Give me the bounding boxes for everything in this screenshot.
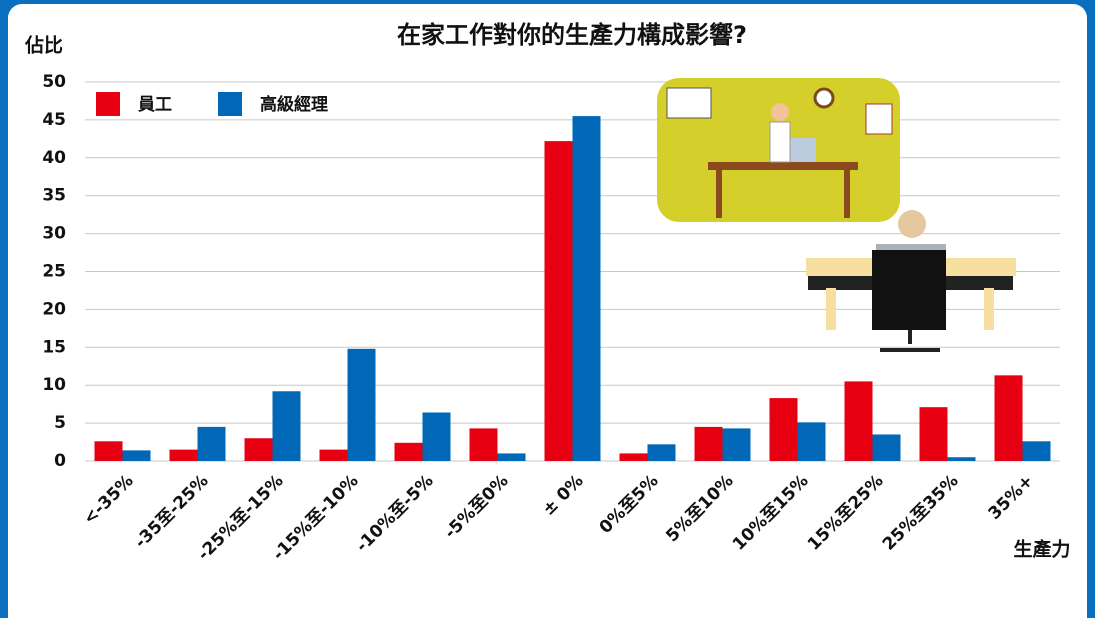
chart-title: 在家工作對你的生產力構成影響? xyxy=(397,21,747,49)
clock xyxy=(815,89,833,107)
bar xyxy=(798,422,826,461)
bar xyxy=(648,444,676,461)
bar xyxy=(845,381,873,461)
bar xyxy=(470,428,498,461)
bar xyxy=(770,398,798,461)
bar xyxy=(348,349,376,461)
bar xyxy=(873,434,901,461)
bar xyxy=(123,450,151,461)
bar xyxy=(545,141,573,461)
bar xyxy=(423,412,451,461)
y-tick-label: 20 xyxy=(42,299,66,319)
bar xyxy=(498,453,526,461)
bar xyxy=(620,453,648,461)
bar xyxy=(995,375,1023,461)
front-desk-leg xyxy=(984,288,994,330)
calendar xyxy=(866,104,892,134)
bookshelf xyxy=(667,88,711,118)
y-tick-label: 35 xyxy=(42,186,66,206)
y-axis-label: 佔比 xyxy=(24,34,63,57)
bar xyxy=(695,427,723,461)
front-desk-leg xyxy=(826,288,836,330)
bar xyxy=(273,391,301,461)
bar xyxy=(948,457,976,461)
bar xyxy=(245,438,273,461)
chart: 在家工作對你的生產力構成影響? 佔比 生產力 0 5 10 15 20 25 30 35 40 4… xyxy=(0,0,1095,618)
bar xyxy=(723,428,751,461)
desk xyxy=(708,162,858,170)
bar xyxy=(320,450,348,461)
chair xyxy=(872,250,946,330)
bar xyxy=(395,443,423,461)
person-head xyxy=(771,103,789,121)
x-axis-label: 生產力 xyxy=(1013,538,1070,561)
y-tick-label: 30 xyxy=(42,224,66,244)
y-tick-label: 15 xyxy=(42,337,66,357)
legend-label: 高級經理 xyxy=(260,94,328,115)
y-tick-label: 25 xyxy=(42,262,66,282)
y-tick-label: 5 xyxy=(54,413,66,433)
y-tick-label: 40 xyxy=(42,148,66,168)
legend-swatch xyxy=(96,92,120,116)
desk-leg xyxy=(716,170,722,218)
y-tick-label: 50 xyxy=(42,72,66,92)
person-body xyxy=(770,122,790,162)
bar xyxy=(920,407,948,461)
bar xyxy=(1023,441,1051,461)
bar xyxy=(198,427,226,461)
y-tick-label: 0 xyxy=(54,451,66,471)
legend-label: 員工 xyxy=(137,95,172,115)
manager-head xyxy=(898,210,926,238)
bar xyxy=(170,450,198,461)
desk-leg xyxy=(844,170,850,218)
legend-swatch xyxy=(218,92,242,116)
bar xyxy=(573,116,601,461)
page: 在家工作對你的生產力構成影響? 佔比 生產力 0 5 10 15 20 25 30 35 40 4… xyxy=(0,0,1095,618)
bar xyxy=(95,441,123,461)
y-tick-label: 10 xyxy=(42,375,66,395)
y-tick-label: 45 xyxy=(42,110,66,130)
